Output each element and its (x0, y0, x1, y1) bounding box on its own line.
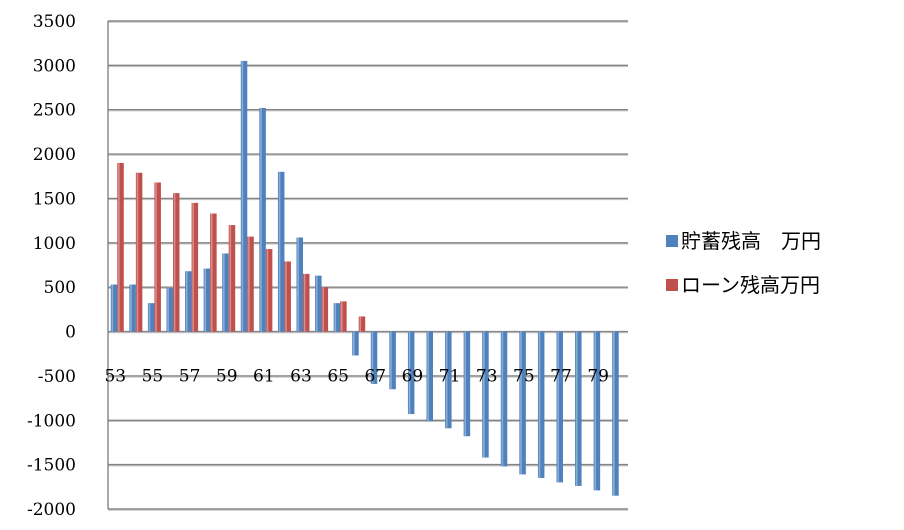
x-tick-label: 59 (216, 367, 238, 387)
bar-loan-58 (210, 213, 217, 332)
bar-loan-63 (303, 273, 310, 332)
bar-savings-63 (296, 237, 303, 332)
bars (110, 60, 619, 496)
bar-loan-59 (228, 225, 236, 332)
x-tick-label: 53 (104, 367, 126, 387)
bar-savings-60 (240, 60, 248, 332)
y-tick-label: 2000 (33, 145, 76, 165)
bar-savings-57 (185, 271, 192, 332)
x-tick-label: 55 (142, 367, 164, 387)
y-tick-label: -2000 (27, 500, 76, 520)
bar-loan-66 (358, 316, 366, 332)
bar-savings-62 (277, 171, 285, 332)
bar-savings-61 (259, 107, 266, 332)
y-tick-label: 0 (65, 323, 76, 343)
y-tick-label: -1500 (27, 456, 76, 476)
x-tick-label: 75 (513, 367, 535, 387)
bar-loan-54 (135, 172, 143, 332)
x-tick-label: 79 (587, 367, 609, 387)
bar-savings-55 (147, 303, 155, 332)
gridlines (108, 20, 628, 511)
legend-label: 貯蓄残高 万円 (681, 229, 821, 253)
bar-savings-72 (463, 331, 471, 437)
bar-savings-70 (426, 331, 433, 422)
bar-savings-67 (370, 331, 378, 384)
bar-loan-60 (247, 236, 254, 332)
x-tick-label: 65 (327, 367, 349, 387)
bar-loan-57 (191, 202, 199, 332)
bar-loan-55 (154, 182, 161, 332)
bar-savings-77 (556, 331, 563, 483)
y-tick-label: 500 (44, 278, 76, 298)
bar-savings-66 (352, 331, 359, 356)
bar-savings-54 (129, 284, 136, 332)
x-tick-label: 77 (550, 367, 572, 387)
bar-savings-69 (407, 331, 415, 415)
bar-savings-56 (166, 288, 173, 332)
bar-loan-56 (173, 193, 180, 332)
bar-loan-64 (321, 287, 329, 332)
x-tick-label: 71 (439, 367, 461, 387)
bar-savings-74 (500, 331, 508, 467)
legend-swatch (666, 235, 678, 247)
legend-label: ローン残高万円 (681, 273, 820, 297)
y-axis: 3500 3000 2500 2000 1500 1000 500 0 -500 -1000 -15… (27, 12, 109, 520)
y-tick-label: -1000 (27, 411, 76, 431)
bar-loan-53 (117, 162, 124, 332)
bar-loan-61 (265, 249, 273, 332)
y-tick-label: 1000 (33, 234, 76, 254)
y-tick-label: 2500 (33, 101, 76, 121)
x-tick-label: 57 (179, 367, 201, 387)
bar-savings-78 (575, 331, 582, 486)
bar-savings-73 (482, 331, 489, 458)
y-tick-label: 1500 (33, 189, 76, 209)
bar-savings-58 (203, 268, 211, 332)
x-tick-label: 67 (364, 367, 386, 387)
bar-savings-75 (519, 331, 526, 475)
bar-loan-62 (284, 261, 291, 332)
bar-savings-59 (222, 253, 229, 332)
bar-savings-53 (110, 284, 118, 332)
y-tick-label: -500 (38, 367, 76, 387)
bar-savings-71 (445, 331, 452, 429)
bar-savings-79 (593, 331, 601, 491)
bar-savings-76 (537, 331, 545, 478)
x-tick-label: 69 (402, 367, 424, 387)
y-tick-label: 3000 (33, 56, 76, 76)
legend-swatch (666, 279, 678, 291)
x-tick-label: 63 (290, 367, 312, 387)
bar-savings-64 (315, 275, 322, 332)
x-tick-label: 61 (253, 367, 275, 387)
bar-savings-65 (333, 303, 341, 332)
bar-savings-68 (389, 331, 396, 390)
bar-savings-80 (612, 331, 619, 496)
x-tick-label: 73 (476, 367, 498, 387)
x-axis: 53 55 57 59 61 63 65 67 69 71 73 75 77 79 (104, 367, 608, 387)
bar-loan-65 (340, 301, 347, 332)
y-tick-label: 3500 (33, 12, 76, 32)
